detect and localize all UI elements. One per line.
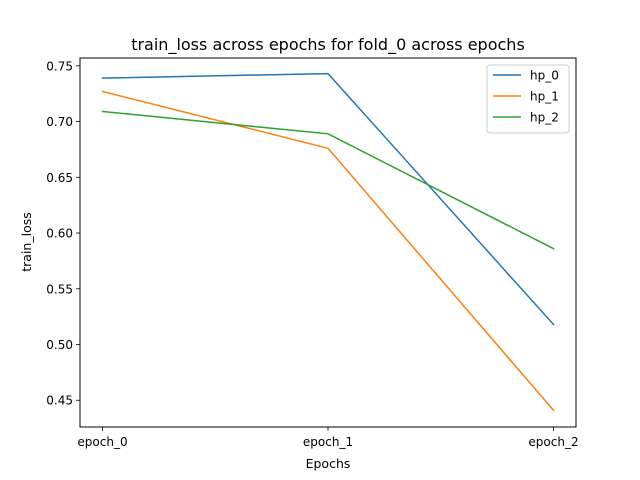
- y-tick-label: 0.70: [46, 115, 73, 129]
- series-line-hp_0: [101, 72, 555, 326]
- y-tick-label: 0.65: [46, 171, 73, 185]
- legend-label-hp_1: hp_1: [530, 90, 559, 104]
- y-tick-label: 0.45: [46, 394, 73, 408]
- series-line-hp_2: [101, 110, 555, 250]
- y-axis-label: train_loss: [19, 212, 34, 272]
- x-tick-label: epoch_1: [303, 435, 353, 449]
- series-line-hp_1: [101, 90, 555, 412]
- legend-label-hp_2: hp_2: [530, 111, 559, 125]
- y-tick-label: 0.75: [46, 59, 73, 73]
- x-tick-label: epoch_0: [77, 435, 127, 449]
- x-tick-label: epoch_2: [528, 435, 578, 449]
- plot-area: [101, 72, 555, 412]
- legend: hp_0 hp_1 hp_2: [486, 64, 570, 134]
- y-axis: 0.45 0.50 0.55 0.60 0.65 0.70 0.75: [46, 59, 80, 408]
- legend-label-hp_0: hp_0: [530, 69, 559, 83]
- y-tick-label: 0.50: [46, 338, 73, 352]
- y-tick-label: 0.55: [46, 282, 73, 296]
- x-axis: epoch_0 epoch_1 epoch_2: [77, 427, 579, 449]
- y-tick-label: 0.60: [46, 227, 73, 241]
- chart-title: train_loss across epochs for fold_0 acro…: [131, 35, 525, 55]
- x-axis-label: Epochs: [306, 456, 351, 471]
- legend-box: [486, 64, 570, 134]
